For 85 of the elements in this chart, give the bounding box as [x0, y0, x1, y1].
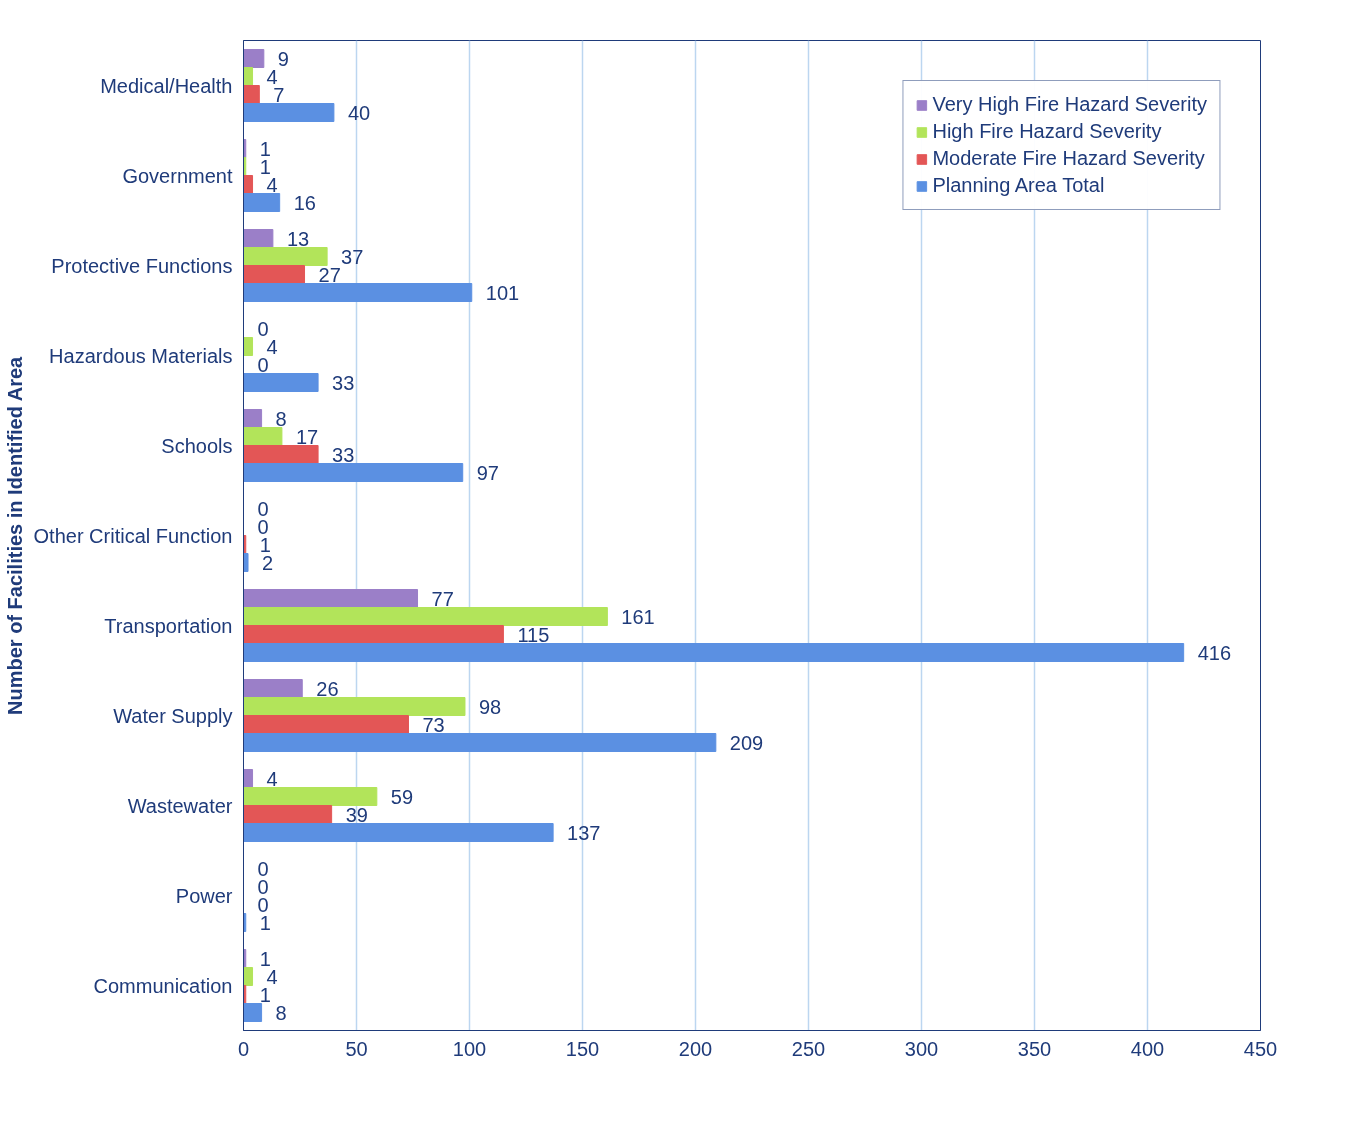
bar — [243, 67, 254, 86]
bar — [243, 733, 717, 752]
y-tick-label: Other Critical Function — [33, 524, 233, 547]
bar — [243, 337, 254, 356]
x-tick-label: 450 — [1243, 1037, 1278, 1060]
y-tick-label: Power — [175, 884, 233, 907]
bar — [243, 427, 283, 446]
x-tick-label: 400 — [1130, 1037, 1165, 1060]
data-label: 33 — [332, 443, 355, 466]
x-tick-label: 50 — [345, 1037, 368, 1060]
bar — [243, 553, 249, 572]
bar — [243, 823, 554, 842]
bar — [243, 787, 378, 806]
data-label: 59 — [390, 785, 414, 808]
data-label: 37 — [341, 245, 364, 268]
bar — [243, 103, 335, 122]
bar — [243, 445, 319, 464]
bar — [243, 193, 281, 212]
data-label: 33 — [332, 371, 355, 394]
y-tick-label: Medical/Health — [100, 74, 233, 97]
legend-label: Moderate Fire Hazard Severity — [932, 147, 1205, 170]
data-label: 8 — [275, 1001, 287, 1024]
bar — [243, 265, 306, 284]
bar — [243, 247, 328, 266]
data-label: 40 — [347, 101, 371, 124]
bar — [243, 175, 254, 194]
data-label: 77 — [431, 587, 454, 610]
data-label: 0 — [257, 353, 269, 376]
x-tick-label: 300 — [904, 1037, 939, 1060]
x-tick-label: 250 — [791, 1037, 826, 1060]
data-label: 137 — [567, 821, 601, 844]
data-label: 13 — [286, 227, 310, 250]
y-tick-label: Water Supply — [113, 704, 233, 727]
y-tick-label: Wastewater — [127, 794, 233, 817]
bar — [243, 607, 608, 626]
bar — [243, 769, 254, 788]
bar — [243, 1003, 263, 1022]
legend-label: High Fire Hazard Severity — [932, 120, 1162, 143]
y-tick-label: Schools — [161, 434, 233, 457]
legend-label: Very High Fire Hazard Severity — [932, 93, 1207, 116]
bar — [243, 967, 254, 986]
data-label: 26 — [316, 677, 339, 700]
data-label: 97 — [476, 461, 499, 484]
data-label: 4 — [266, 335, 278, 358]
bar — [243, 283, 473, 302]
bar — [243, 589, 419, 608]
y-tick-label: Communication — [93, 974, 233, 997]
data-label: 16 — [293, 191, 316, 214]
x-tick-label: 0 — [237, 1037, 250, 1060]
data-label: 101 — [485, 281, 520, 304]
bar — [243, 715, 409, 734]
data-label: 98 — [478, 695, 502, 718]
y-axis-title: Number of Facilities in Identified Area — [3, 355, 26, 715]
y-tick-label: Transportation — [104, 614, 233, 637]
y-tick-label: Protective Functions — [51, 254, 233, 277]
data-label: 115 — [517, 623, 550, 646]
y-tick-label: Hazardous Materials — [49, 344, 233, 367]
x-tick-label: 100 — [452, 1037, 487, 1060]
bar — [243, 463, 464, 482]
bar — [243, 229, 274, 248]
data-label: 8 — [275, 407, 287, 430]
bar — [243, 373, 319, 392]
bar — [243, 409, 263, 428]
x-tick-label: 200 — [678, 1037, 713, 1060]
y-tick-label: Government — [122, 164, 233, 187]
data-label: 27 — [318, 263, 341, 286]
bar — [243, 85, 260, 104]
data-label: 73 — [422, 713, 445, 736]
x-tick-label: 350 — [1017, 1037, 1052, 1060]
bar — [243, 625, 504, 644]
data-label: 0 — [257, 317, 269, 340]
x-tick-label: 150 — [565, 1037, 600, 1060]
bar — [243, 697, 466, 716]
bar — [243, 643, 1185, 662]
data-label: 416 — [1197, 641, 1232, 664]
bar — [243, 49, 265, 68]
bar — [243, 805, 333, 824]
data-label: 17 — [295, 425, 319, 448]
data-label: 209 — [729, 731, 764, 754]
legend-label: Planning Area Total — [932, 174, 1105, 197]
data-label: 4 — [266, 767, 278, 790]
data-label: 161 — [621, 605, 655, 628]
data-label: 9 — [277, 47, 289, 70]
data-label: 39 — [345, 803, 368, 826]
bar — [243, 679, 303, 698]
